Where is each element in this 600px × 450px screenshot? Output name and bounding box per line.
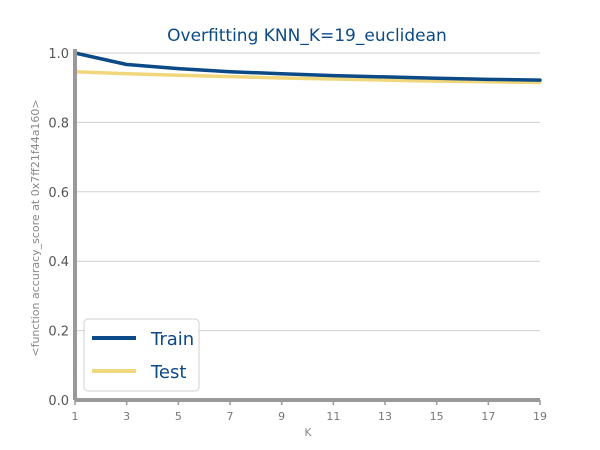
y-tick-label: 0.8 (48, 116, 69, 131)
y-axis-label: <function accuracy_score at 0x7ff21f44a1… (29, 99, 42, 356)
x-tick-label: 19 (533, 410, 547, 423)
series-line-test (73, 69, 542, 85)
x-tick-labels: 1 3 5 7 9 11 13 15 17 19 (72, 410, 548, 423)
y-tick-label: 0.6 (48, 186, 69, 201)
x-tick-label: 11 (326, 410, 340, 423)
axes (73, 49, 541, 405)
x-tick-label: 7 (227, 410, 234, 423)
x-tick-label: 13 (378, 410, 392, 423)
y-tick-labels: 0.0 0.2 0.4 0.6 0.8 1.0 (48, 47, 69, 409)
x-tick-label: 15 (430, 410, 444, 423)
x-axis-label: K (304, 426, 312, 439)
x-tick-label: 3 (123, 410, 130, 423)
y-tick-label: 1.0 (48, 47, 69, 62)
series-lines (73, 51, 542, 85)
legend: Train Test (83, 318, 200, 392)
y-tick-label: 0.4 (48, 255, 69, 270)
x-tick-label: 5 (175, 410, 182, 423)
y-tick-label: 0.2 (48, 325, 69, 340)
chart-title: Overfitting KNN_K=19_euclidean (167, 26, 447, 46)
x-tick-label: 1 (72, 410, 79, 423)
grid-lines (75, 52, 540, 332)
legend-label-train: Train (150, 329, 194, 350)
y-tick-label: 0.0 (48, 394, 69, 409)
x-tick-label: 17 (481, 410, 495, 423)
series-line-train (73, 51, 542, 82)
x-tick-label: 9 (278, 410, 285, 423)
legend-label-test: Test (150, 362, 186, 383)
